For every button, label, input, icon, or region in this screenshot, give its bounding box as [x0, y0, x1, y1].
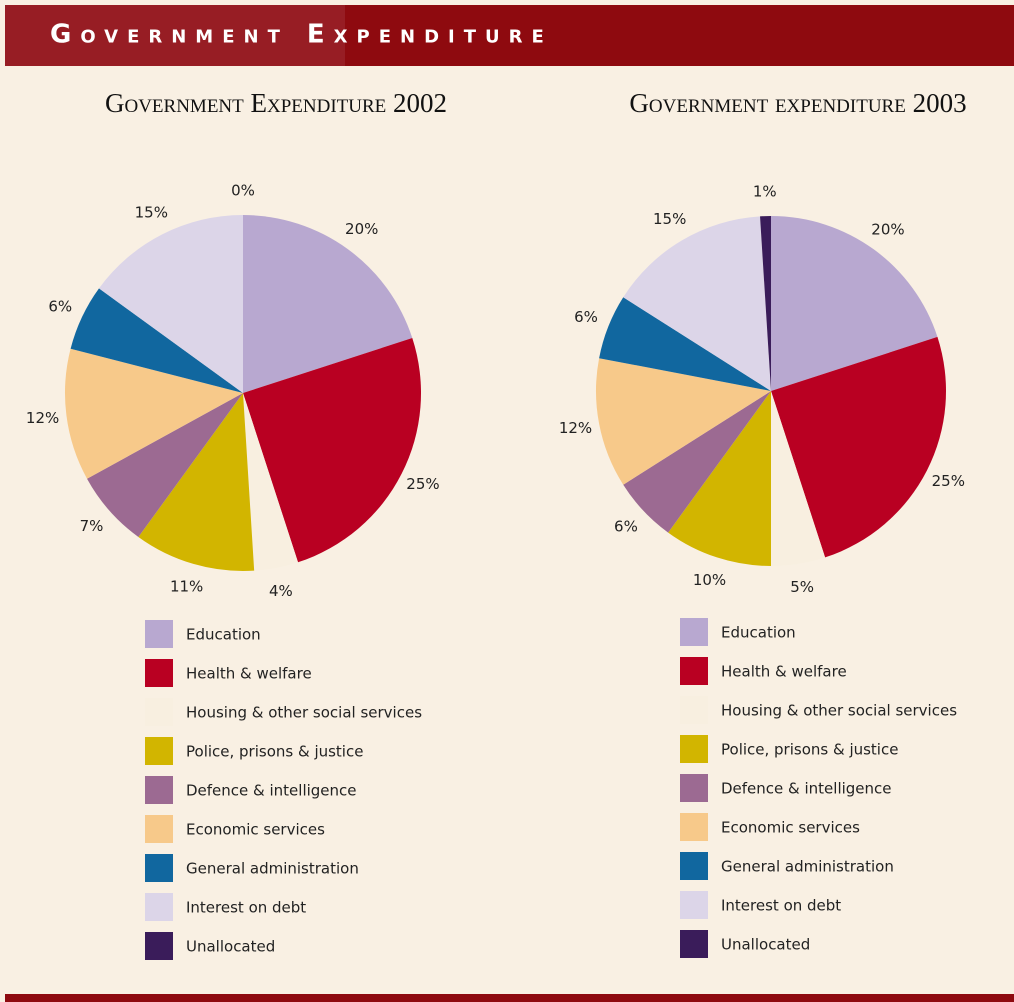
data-label: 12% — [559, 419, 592, 437]
data-label: 6% — [574, 308, 598, 326]
data-label: 25% — [932, 472, 965, 490]
data-label: 0% — [231, 182, 255, 200]
legend-label: Economic services — [721, 819, 860, 837]
legend-label: General administration — [721, 858, 894, 876]
footer-stripe — [5, 994, 1014, 1002]
legend-swatch — [145, 854, 173, 882]
legend-label: Interest on debt — [721, 897, 841, 915]
data-label: 6% — [614, 518, 638, 536]
data-label: 4% — [269, 582, 293, 600]
legend-swatch — [145, 815, 173, 843]
legend-swatch — [145, 659, 173, 687]
legend-label: Education — [186, 626, 261, 644]
data-label: 10% — [693, 571, 726, 589]
data-label: 6% — [48, 297, 72, 315]
data-label: 11% — [170, 577, 203, 595]
legend-label: Unallocated — [721, 936, 810, 954]
legend-swatch — [145, 932, 173, 960]
chart-title: Government expenditure 2003 — [629, 88, 966, 118]
legend-swatch — [680, 735, 708, 763]
legend-label: Education — [721, 624, 796, 642]
page: Government Expenditure Government Expend… — [0, 0, 1014, 1002]
data-label: 15% — [135, 204, 168, 222]
legend-swatch — [680, 930, 708, 958]
data-label: 1% — [753, 183, 777, 201]
legend-label: Health & welfare — [186, 665, 312, 683]
legend-swatch — [680, 813, 708, 841]
legend-label: Health & welfare — [721, 663, 847, 681]
legend-swatch — [145, 776, 173, 804]
legend-label: Economic services — [186, 821, 325, 839]
legend-label: Interest on debt — [186, 899, 306, 917]
header-title: Government Expenditure — [50, 20, 553, 50]
data-label: 12% — [26, 409, 59, 427]
legend-label: Police, prisons & justice — [721, 741, 898, 759]
legend-swatch — [680, 891, 708, 919]
data-label: 7% — [80, 517, 104, 535]
data-label: 20% — [345, 220, 378, 238]
chart-title: Government Expenditure 2002 — [105, 88, 447, 118]
legend-swatch — [680, 774, 708, 802]
data-label: 15% — [653, 210, 686, 228]
legend-label: Defence & intelligence — [721, 780, 892, 798]
legend-label: Unallocated — [186, 938, 275, 956]
legend-label: Police, prisons & justice — [186, 743, 363, 761]
legend-swatch — [680, 852, 708, 880]
legend-swatch — [145, 737, 173, 765]
legend-label: General administration — [186, 860, 359, 878]
legend-label: Housing & other social services — [721, 702, 957, 720]
data-label: 5% — [790, 578, 814, 596]
legend-swatch — [680, 657, 708, 685]
legend-swatch — [680, 618, 708, 646]
legend-swatch — [680, 696, 708, 724]
data-label: 20% — [871, 221, 904, 239]
legend-swatch — [145, 620, 173, 648]
legend-swatch — [145, 698, 173, 726]
legend-label: Defence & intelligence — [186, 782, 357, 800]
legend-swatch — [145, 893, 173, 921]
data-label: 25% — [406, 475, 439, 493]
legend-label: Housing & other social services — [186, 704, 422, 722]
